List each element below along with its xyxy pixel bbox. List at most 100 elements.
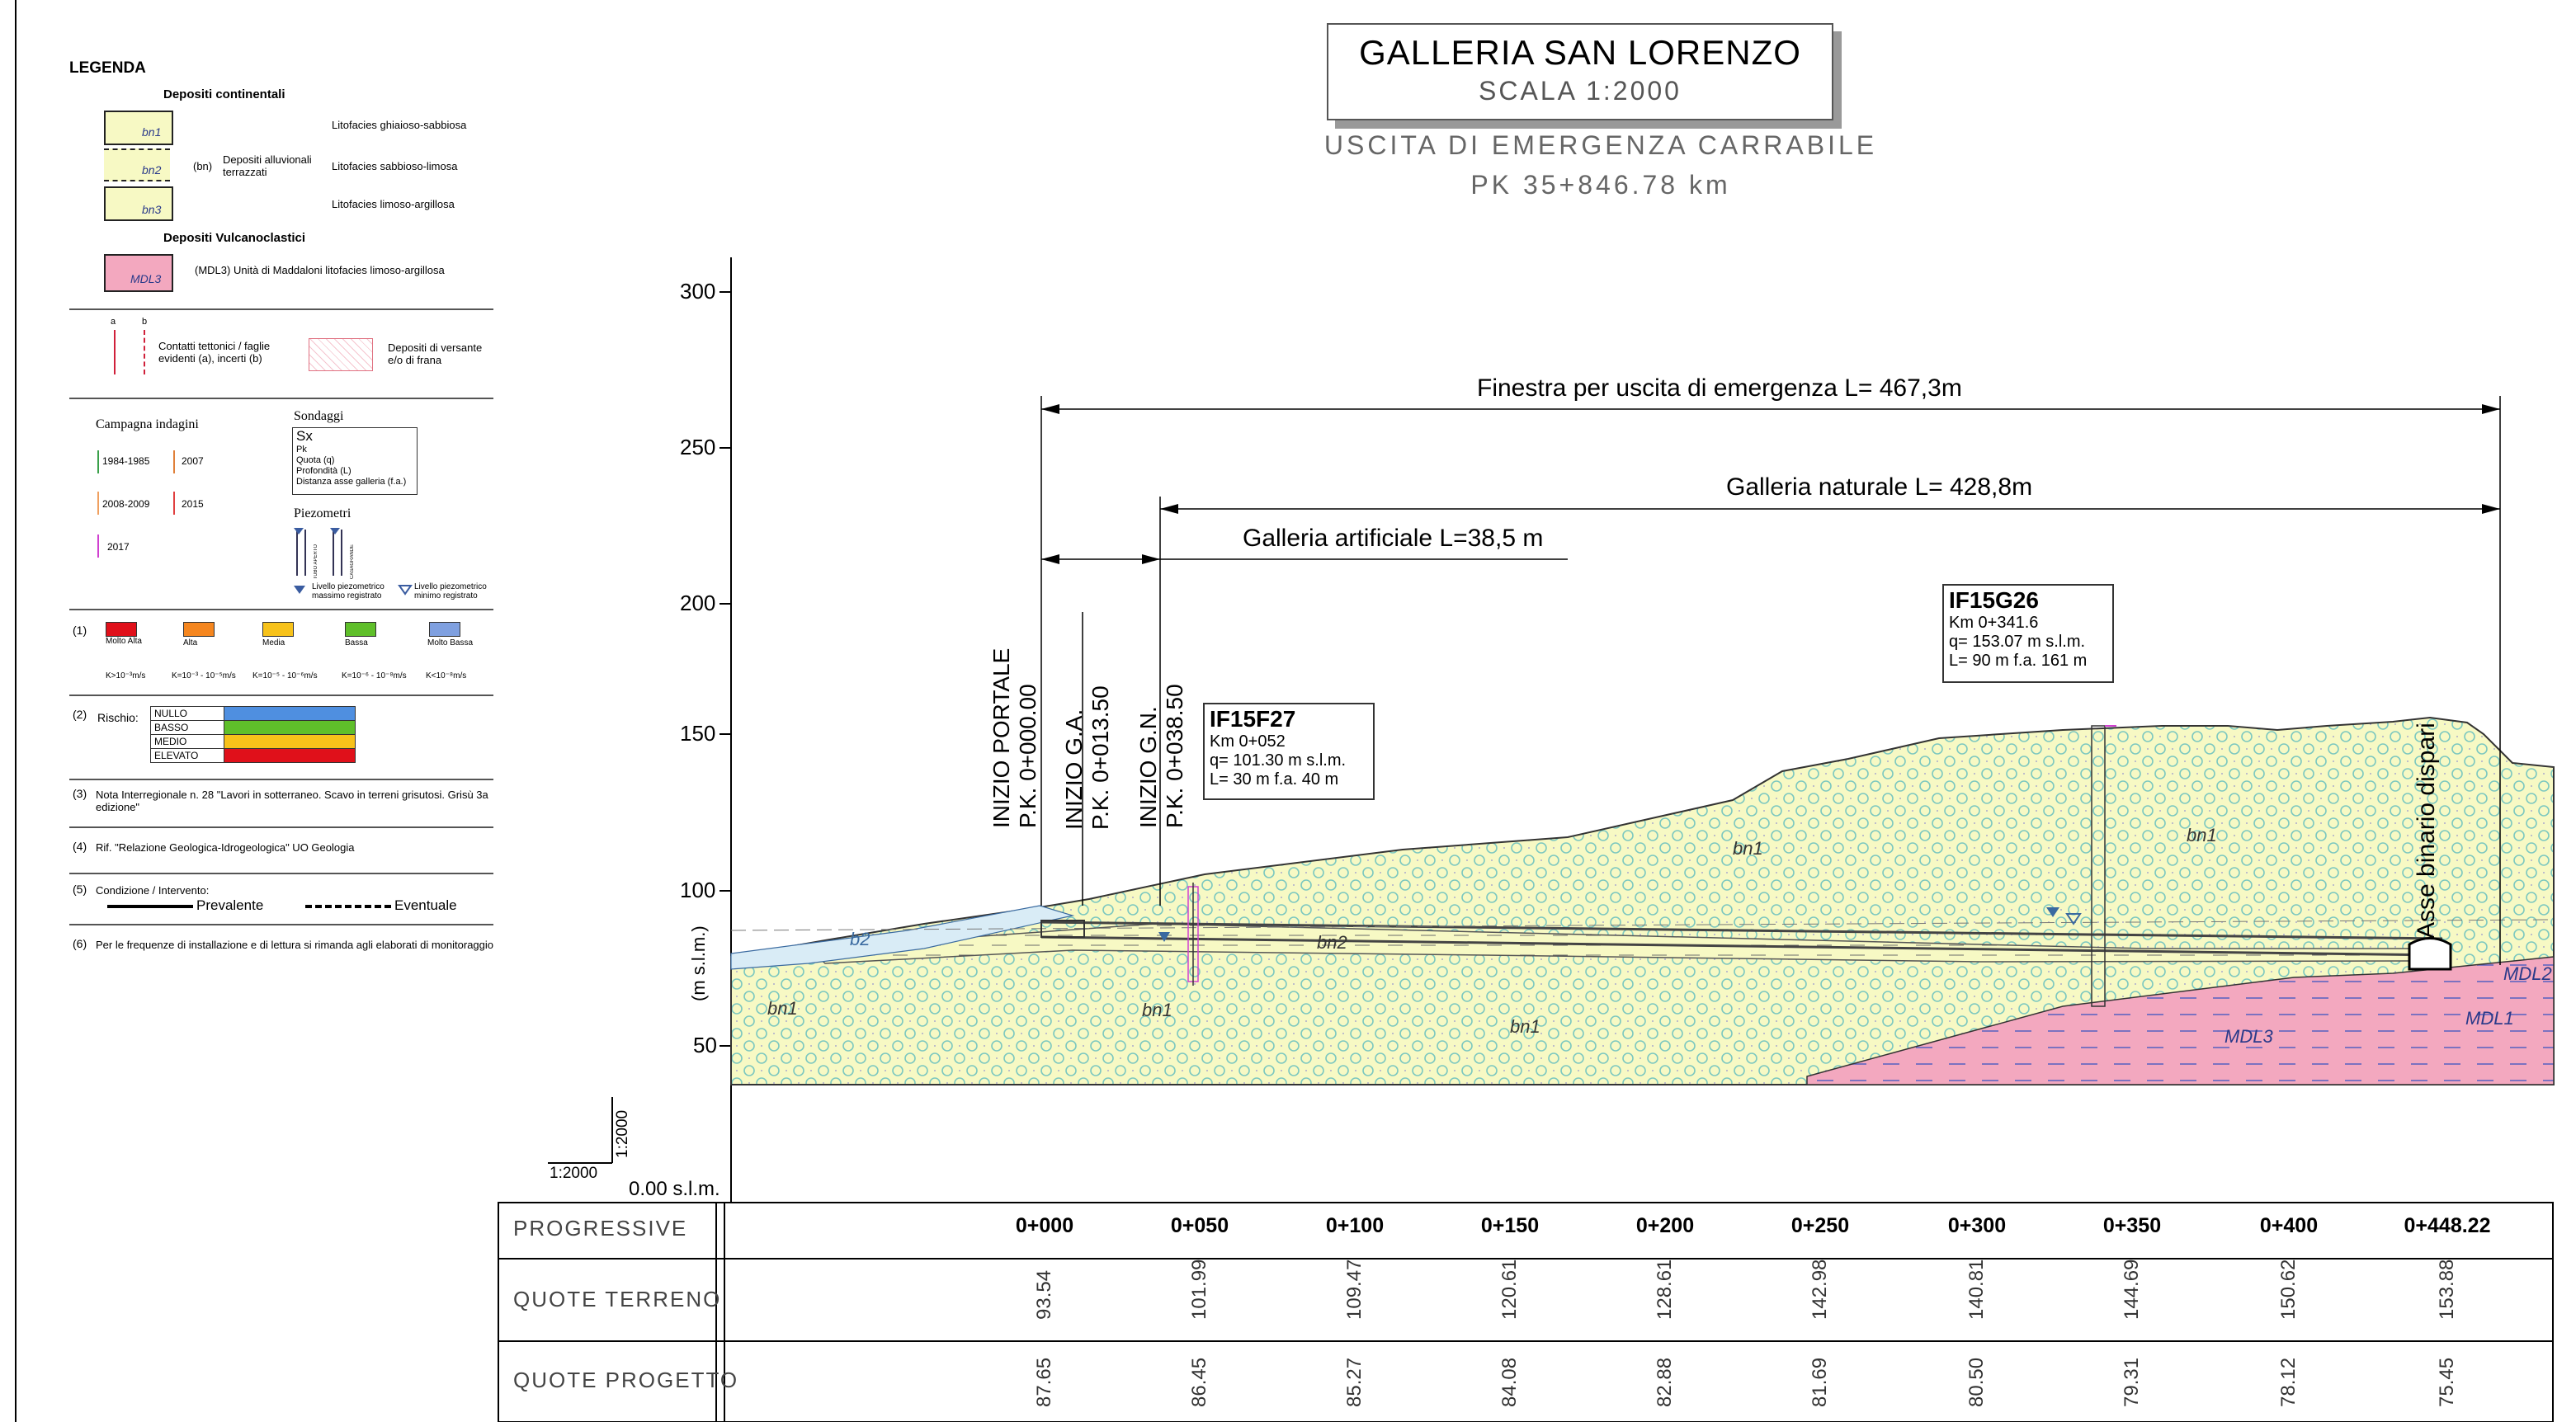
piezo-max-icon (294, 586, 305, 594)
versante-desc: Depositi di versante e/o di frana (388, 341, 483, 366)
unit-label-bn1: bn1 (1733, 838, 1763, 859)
progressive-cell: 0+000 (1015, 1214, 1074, 1237)
sheet-border (15, 0, 17, 1422)
sondaggi-profondita: Profondità (L) (296, 466, 351, 476)
marker-inizio-portale: INIZIO PORTALE P.K. 0+000.00 (988, 648, 1041, 828)
piezometri-title: Piezometri (294, 506, 351, 520)
quota-terreno-cell: 93.54 (1033, 1269, 1055, 1320)
progressive-cell: 0+150 (1480, 1214, 1540, 1237)
unit-label-b2: b2 (850, 929, 870, 949)
contact-line-b (144, 330, 145, 374)
row-label-quote-terreno: QUOTE TERRENO (513, 1287, 722, 1311)
swatch-mdl3 (104, 254, 173, 292)
perm-molto-alta-k: K>10⁻³m/s (106, 671, 146, 680)
progressive-cell: 0+350 (2102, 1214, 2162, 1237)
bn-desc: Depositi alluvionali terrazzati (223, 153, 312, 178)
campaign-marker (97, 534, 99, 558)
sondaggi-pk: Pk (296, 445, 307, 454)
swatch-bn1 (104, 111, 173, 145)
note6: Per le frequenze di installazione e di l… (96, 939, 493, 951)
note6-index: (6) (73, 937, 87, 950)
perm-alta-k: K=10⁻³ - 10⁻⁵m/s (172, 671, 236, 680)
quota-progetto-cell: 84.08 (1498, 1357, 1521, 1407)
y-tick-250: 250 (680, 435, 716, 459)
legend-divider (69, 398, 493, 399)
risk-elevato-color (224, 748, 356, 763)
perm-media-label: Media (262, 638, 285, 647)
campaign-marker (173, 492, 175, 515)
borehole-if15f27: IF15F27 Km 0+052 q= 101.30 m s.l.m. L= 3… (1203, 703, 1375, 800)
campaign-4: 2015 (182, 498, 204, 510)
progressive-cell: 0+200 (1635, 1214, 1695, 1237)
perm-media-k: K=10⁻⁵ - 10⁻⁶m/s (252, 671, 318, 680)
perm-molto-bassa-label: Molto Bassa (427, 638, 474, 647)
unit-b2 (730, 905, 1075, 970)
legend-divider (69, 308, 493, 310)
drawing-pk: PK 35+846.78 km (1470, 170, 1731, 200)
perm-molto-bassa-swatch (429, 622, 460, 637)
unit-label-bn2: bn2 (1317, 932, 1347, 953)
litofacies-2: Litofacies sabbioso-limosa (332, 160, 458, 172)
note4: Rif. "Relazione Geologica-Idrogeologica"… (96, 841, 355, 854)
sondaggi-quota: Quota (q) (296, 455, 335, 465)
quota-terreno-cell: 144.69 (2121, 1259, 2143, 1320)
marker-gn-line2: P.K. 0+038.50 (1162, 684, 1187, 828)
dim-total: Finestra per uscita di emergenza L= 467,… (1477, 374, 1962, 402)
progressive-cell: 0+300 (1947, 1214, 2007, 1237)
sondaggi-sx: Sx (296, 428, 313, 444)
campaign-3: 2008-2009 (102, 498, 150, 510)
progressive-cell: 0+448.22 (2404, 1214, 2491, 1237)
unit-label-bn1: bn1 (1510, 1016, 1540, 1037)
legend-divider (69, 779, 493, 780)
title-block: GALLERIA SAN LORENZO SCALA 1:2000 (1327, 23, 1833, 120)
scale-h: 1:2000 (550, 1165, 598, 1182)
bn-group: (bn) (193, 160, 213, 172)
quota-progetto-cell: 85.27 (1343, 1357, 1366, 1407)
quota-terreno-cell: 109.47 (1343, 1259, 1366, 1320)
piezo-min: Livello piezometrico minimo registrato (414, 582, 487, 600)
note5-index: (5) (73, 883, 87, 896)
quota-terreno-cell: 150.62 (2277, 1259, 2300, 1320)
progressive-cell: 0+050 (1170, 1214, 1229, 1237)
prevalente: Prevalente (196, 897, 264, 913)
sondaggi-box: Sx Pk Quota (q) Profondità (L) Distanza … (292, 427, 418, 495)
swatch-versante (309, 338, 373, 371)
swatch-bn1-label: bn1 (142, 125, 162, 139)
perm-molto-alta-label: Molto Alta (106, 637, 142, 646)
marker-gn-line1: INIZIO G.N. (1135, 706, 1161, 828)
unit-label-bn1: bn1 (1142, 1000, 1172, 1020)
campaign-2: 2007 (182, 455, 204, 467)
marker-portale-line2: P.K. 0+000.00 (1015, 684, 1040, 828)
piezo-min-icon (398, 585, 413, 596)
contact-b-label: b (142, 317, 148, 327)
campaign-marker (173, 450, 175, 473)
y-axis-label: (m s.l.m.) (688, 925, 709, 1001)
legend-divider (69, 826, 493, 828)
note3-index: (3) (73, 787, 87, 800)
dim-natural: Galleria naturale L= 428,8m (1726, 473, 2033, 501)
quota-progetto-cell: 82.88 (1654, 1357, 1676, 1407)
mdl3-desc: (MDL3) Unità di Maddaloni litofacies lim… (195, 264, 445, 276)
unit-bn1 (730, 716, 2555, 1085)
legend-divider (69, 873, 493, 874)
piezometer-symbols (294, 528, 342, 576)
datum-label: 0.00 s.l.m. (629, 1178, 720, 1200)
piezo-max: Livello piezometrico massimo registrato (312, 582, 385, 600)
legend-title: LEGENDA (69, 59, 146, 77)
dim-artificial: Galleria artificiale L=38,5 m (1243, 525, 1544, 552)
scale-v: 1:2000 (614, 1109, 631, 1158)
borehole-if15g26: IF15G26 Km 0+341.6 q= 153.07 m s.l.m. L=… (1942, 584, 2114, 683)
borehole-l: L= 90 m f.a. 161 m (1949, 652, 2088, 670)
y-tick-150: 150 (680, 721, 716, 746)
unit-label-mdl2: MDL2 (2503, 963, 2552, 984)
marker-ga-line1: INIZIO G.A. (1061, 709, 1087, 830)
perm-molto-alta-swatch (106, 622, 137, 637)
drawing-scale: SCALA 1:2000 (1479, 76, 1682, 106)
eventuale-line (305, 905, 391, 908)
borehole-id: IF15F27 (1210, 706, 1296, 732)
perm-alta-swatch (183, 622, 215, 637)
borehole-km: Km 0+052 (1210, 732, 1286, 751)
prevalente-line (107, 905, 193, 908)
row-label-progressive: PROGRESSIVE (513, 1216, 688, 1241)
